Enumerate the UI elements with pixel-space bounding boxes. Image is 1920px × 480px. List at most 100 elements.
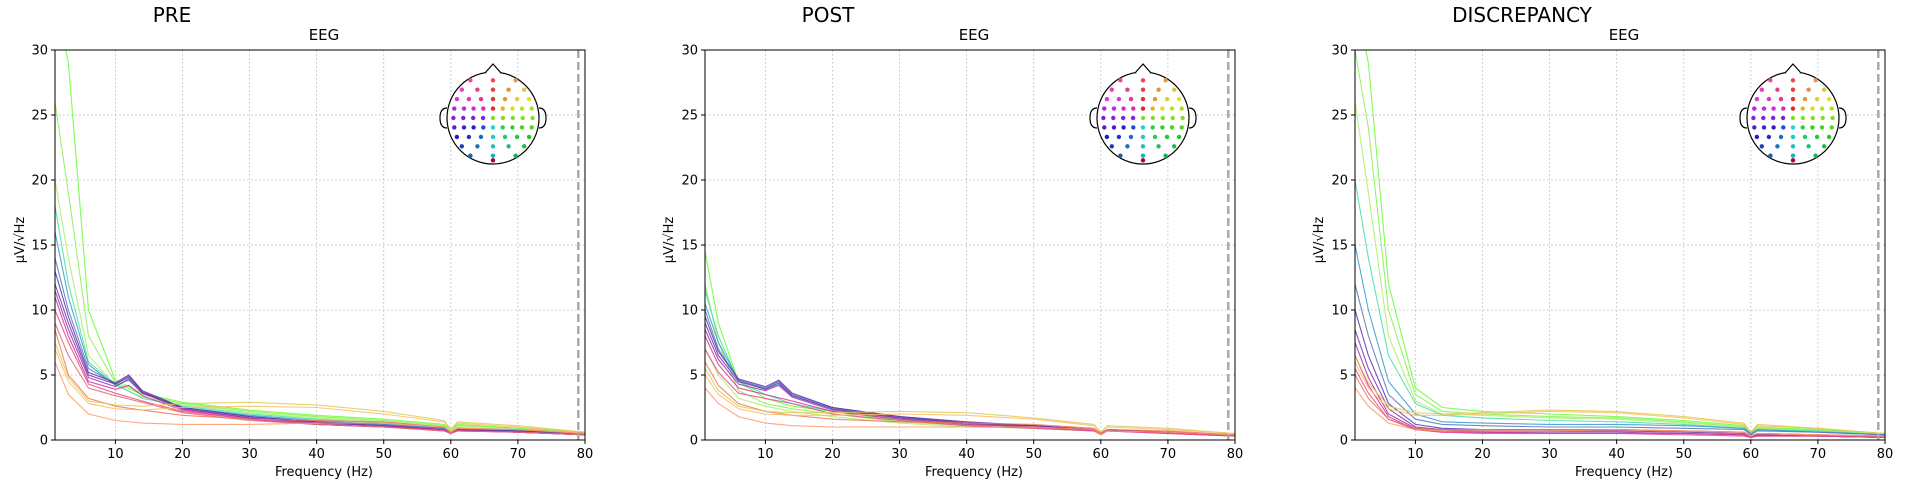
x-tick-label-post: 30	[891, 447, 908, 462]
electrode-dot	[1790, 96, 1796, 102]
series-line-discrepancy	[1355, 355, 1885, 435]
electrode-dot	[1140, 134, 1146, 140]
electrode-dot	[1160, 125, 1165, 130]
series-line-discrepancy	[1355, 355, 1885, 438]
series-line-discrepancy	[1355, 179, 1885, 436]
series-line-pre	[55, 290, 585, 436]
electrode-dot	[1116, 96, 1122, 102]
series-line-pre	[55, 231, 585, 435]
electrode-dot	[1109, 87, 1115, 92]
series-line-pre	[55, 322, 585, 436]
y-axis-label-post: µV/√Hz	[662, 217, 677, 264]
electrode-dot	[490, 78, 496, 83]
x-tick-label-pre: 50	[375, 447, 392, 462]
electrode-dot	[1790, 106, 1796, 111]
electrode-dot	[1172, 87, 1177, 92]
electrode-dot	[1759, 87, 1765, 92]
electrode-dot	[529, 125, 534, 130]
electrode-dot	[522, 144, 527, 149]
electrode-dot	[1790, 134, 1796, 140]
electrode-dot	[526, 134, 532, 140]
x-tick-label-post: 40	[958, 447, 975, 462]
electrode-dot	[1751, 115, 1756, 121]
series-line-post	[705, 387, 1235, 436]
electrode-dot	[1829, 106, 1834, 111]
x-tick-label-pre: 10	[107, 447, 124, 462]
y-tick-label-pre: 20	[31, 174, 48, 189]
panel-title-post: POST	[802, 3, 855, 27]
electrode-dot	[1810, 106, 1815, 111]
electrode-dot	[1170, 115, 1175, 121]
series-line-post	[705, 329, 1235, 436]
electrode-dot	[1768, 78, 1773, 83]
electrode-dot	[1121, 115, 1126, 121]
electrode-dot	[529, 106, 534, 111]
electrode-dot	[1819, 106, 1825, 111]
electrode-dot	[1771, 125, 1776, 130]
electrode-dot	[513, 153, 518, 158]
x-tick-label-post: 50	[1025, 447, 1042, 462]
y-tick-label-post: 20	[681, 174, 698, 189]
x-tick-label-discrepancy: 70	[1810, 447, 1827, 462]
electrode-dot	[478, 96, 484, 102]
electrode-dot	[1140, 106, 1146, 111]
electrode-dot	[526, 96, 532, 102]
electrode-dot	[475, 87, 480, 92]
series-line-post	[705, 374, 1235, 435]
electrode-dot	[490, 115, 496, 121]
electrode-dot	[1164, 134, 1170, 140]
electrode-dot	[1802, 134, 1808, 140]
electrode-dot	[1121, 106, 1126, 111]
y-tick-label-post: 10	[681, 304, 698, 319]
x-tick-label-discrepancy: 50	[1675, 447, 1692, 462]
electrode-dot	[1806, 87, 1811, 92]
electrode-dot	[490, 96, 496, 102]
electrode-dot	[1121, 125, 1126, 130]
electrode-dot	[1766, 96, 1772, 102]
electrode-dot	[475, 144, 480, 149]
y-tick-label-post: 30	[681, 44, 698, 59]
electrode-dot	[506, 144, 511, 149]
electrode-dot	[1140, 87, 1146, 92]
series-line-pre	[55, 179, 585, 435]
electrode-dot	[1754, 134, 1760, 140]
electrode-dot	[1164, 96, 1170, 102]
electrode-dot	[1102, 106, 1107, 111]
panel-post: POST EEG Frequency (Hz) µV/√Hz 10 20 30 40 5…	[662, 3, 1243, 480]
electrode-dot	[1771, 106, 1776, 111]
electrode-dot	[1800, 106, 1805, 111]
x-tick-label-pre: 60	[443, 447, 460, 462]
x-axis-label-pre: Frequency (Hz)	[275, 465, 373, 480]
electrode-dot	[1140, 96, 1146, 102]
head-left-ear	[1089, 107, 1098, 129]
electrode-dot	[506, 87, 511, 92]
electrode-dot	[510, 115, 515, 121]
y-tick-label-pre: 15	[31, 239, 48, 254]
electrode-dot	[461, 115, 466, 121]
electrode-dot	[1768, 153, 1773, 158]
electrode-dot	[1775, 144, 1780, 149]
electrode-dot	[1766, 134, 1772, 140]
electrode-dot	[1826, 134, 1832, 140]
electrode-dot	[514, 134, 520, 140]
electrode-dot	[490, 87, 496, 92]
electrode-dot	[1118, 153, 1123, 158]
head-inset-pre	[439, 63, 547, 165]
electrode-dot	[1826, 96, 1832, 102]
electrode-dot	[1179, 106, 1184, 111]
electrode-dot	[1140, 144, 1146, 149]
electrode-dot	[1822, 144, 1827, 149]
electrode-dot	[1104, 96, 1110, 102]
x-tick-label-discrepancy: 10	[1407, 447, 1424, 462]
electrode-dot	[1790, 78, 1796, 83]
series-line-pre	[55, 257, 585, 435]
x-tick-label-post: 20	[824, 447, 841, 462]
electrode-dot	[1752, 125, 1757, 130]
electrode-dot	[1150, 115, 1156, 121]
electrode-dot	[1790, 144, 1796, 149]
x-tick-label-post: 80	[1227, 447, 1244, 462]
electrode-dot	[1104, 134, 1110, 140]
electrode-dot	[1814, 134, 1820, 140]
electrode-dot	[1140, 78, 1146, 83]
series-line-discrepancy	[1355, 283, 1885, 436]
